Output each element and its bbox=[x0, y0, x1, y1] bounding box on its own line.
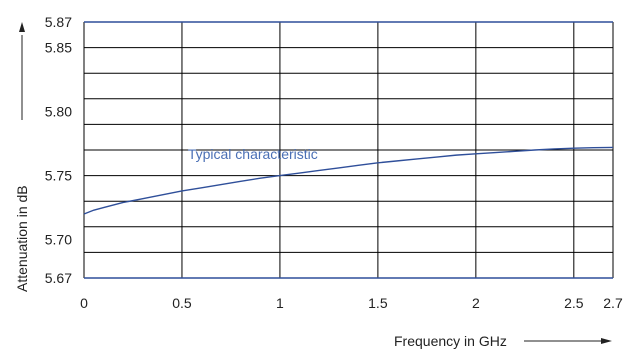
y-tick-label: 5.80 bbox=[45, 104, 72, 120]
y-tick-label: 5.87 bbox=[45, 14, 72, 30]
series bbox=[83, 146, 614, 215]
annotation-label: Typical characteristic bbox=[188, 146, 318, 162]
y-tick-label: 5.75 bbox=[45, 168, 72, 184]
annotations: Typical characteristic bbox=[188, 146, 318, 162]
x-tick-label: 1.5 bbox=[368, 295, 388, 311]
x-axis-arrowhead bbox=[601, 338, 612, 344]
x-tick-label: 0 bbox=[80, 295, 88, 311]
x-tick-label: 1 bbox=[276, 295, 284, 311]
series-line bbox=[83, 146, 614, 215]
y-tick-label: 5.85 bbox=[45, 40, 72, 56]
x-axis-title: Frequency in GHz bbox=[394, 333, 507, 349]
y-tick-label: 5.67 bbox=[45, 270, 72, 286]
y-tick-labels: 5.67 5.70 5.75 5.80 5.85 5.87 bbox=[45, 14, 72, 286]
grid bbox=[83, 22, 614, 278]
x-tick-label: 2.7 bbox=[603, 295, 623, 311]
x-tick-label: 2.5 bbox=[564, 295, 584, 311]
y-axis-title: Attenuation in dB bbox=[14, 185, 30, 292]
x-tick-label: 2 bbox=[472, 295, 480, 311]
x-tick-label: 0.5 bbox=[172, 295, 192, 311]
y-tick-label: 5.70 bbox=[45, 232, 72, 248]
y-axis-arrowhead bbox=[19, 22, 25, 32]
range-boundaries bbox=[84, 21, 613, 279]
x-tick-labels: 0 0.5 1 1.5 2 2.5 2.7 bbox=[80, 295, 623, 311]
